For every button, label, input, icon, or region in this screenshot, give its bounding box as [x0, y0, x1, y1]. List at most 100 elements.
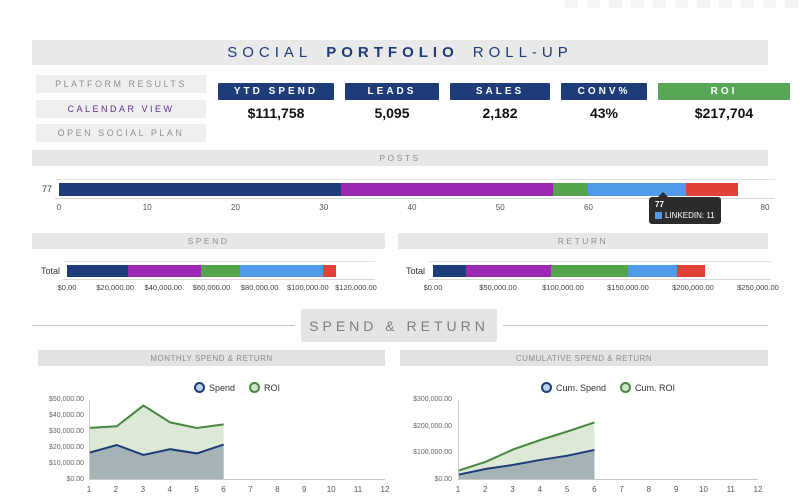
kpi-card-sales: SALES 2,182 [450, 83, 550, 121]
legend-label: Cum. Spend [555, 382, 606, 393]
cumulative-area-chart[interactable] [458, 400, 758, 480]
axis-tick-label: 3 [140, 485, 146, 494]
axis-tick-label: 11 [353, 485, 363, 494]
bar-segment-platform-red[interactable] [676, 265, 706, 277]
dashboard-title-bar: SOCIAL PORTFOLIO ROLL-UP [32, 40, 768, 65]
axis-tick-label: $0.00 [57, 283, 77, 292]
axis-tick-label: 6 [221, 485, 226, 494]
axis-tick-label: 10 [326, 485, 336, 494]
return-category-label: Total [405, 266, 425, 276]
bar-segment-platform-red[interactable] [322, 265, 337, 277]
axis-tick-label: $100,000.00 [286, 283, 329, 292]
legend-item-roi[interactable]: ROI [249, 382, 280, 393]
spend-bar [67, 265, 356, 277]
kpi-label: CONV% [561, 83, 647, 100]
axis-tick-label: 50 [495, 203, 505, 212]
spend-category-label: Total [40, 266, 60, 276]
axis-tick-label: $60,000.00 [192, 283, 231, 292]
monthly-y-axis: $0.00 $10,000.00 $20,000.00 $30,000.00 $40,0… [28, 396, 84, 483]
legend-swatch-icon [540, 382, 552, 393]
axis-tick-label: 7 [248, 485, 253, 494]
title-part-rollup: ROLL-UP [472, 44, 573, 61]
legend-swatch-icon [249, 382, 260, 393]
axis-tick-label: 2 [113, 485, 119, 494]
legend-label: ROI [264, 382, 281, 393]
monthly-x-axis: 1 2 3 4 5 6 7 8 9 10 11 12 [87, 485, 390, 495]
bar-segment-platform-green[interactable] [201, 265, 240, 277]
bar-segment-platform-navy[interactable] [59, 183, 342, 196]
kpi-value: $217,704 [694, 105, 754, 121]
divider-line [32, 325, 295, 326]
return-bar [433, 265, 758, 277]
axis-tick-label: 11 [726, 485, 735, 494]
axis-tick-label: 1 [455, 485, 461, 494]
bar-segment-platform-green[interactable] [551, 265, 628, 277]
monthly-area-chart[interactable] [89, 400, 385, 480]
cropped-content-artifact [565, 0, 800, 8]
kpi-value: 43% [589, 105, 619, 121]
legend-swatch-icon [193, 382, 205, 393]
axis-tick-label: $10,000.00 [48, 460, 84, 467]
kpi-value: $111,758 [247, 105, 305, 121]
axis-tick-label: 10 [699, 485, 708, 494]
axis-tick-label: $200,000.00 [672, 283, 714, 292]
axis-tick-label: 30 [319, 203, 329, 212]
posts-stacked-bar-chart [55, 179, 775, 199]
axis-tick-label: 5 [194, 485, 199, 494]
legend-label: Cum. ROI [635, 382, 676, 393]
bar-segment-platform-purple[interactable] [466, 265, 552, 277]
bar-segment-platform-purple[interactable] [128, 265, 202, 277]
tooltip-series-swatch [655, 212, 662, 219]
calendar-view-button[interactable]: CALENDAR VIEW [36, 100, 206, 118]
return-x-axis: $0.00 $50,000.00 $100,000.00 $150,000.00 $20… [424, 283, 779, 293]
spend-return-section-title: SPEND & RETURN [301, 309, 497, 342]
kpi-label: LEADS [345, 83, 439, 100]
bar-segment-platform-purple[interactable] [341, 183, 554, 196]
bar-segment-LINKEDIN[interactable] [588, 183, 686, 196]
axis-tick-label: $50,000.00 [479, 283, 517, 292]
axis-tick-label: 7 [619, 485, 624, 494]
chart-tooltip: 77 LINKEDIN: 11 [649, 192, 721, 224]
axis-tick-label: 40 [407, 203, 417, 212]
return-stacked-bar-chart [429, 261, 771, 280]
legend-label: Spend [208, 382, 235, 393]
legend-item-spend[interactable]: Spend [193, 382, 235, 393]
kpi-label: YTD SPEND [218, 83, 334, 100]
axis-tick-label: $20,000.00 [48, 444, 84, 451]
axis-tick-label: 60 [584, 203, 593, 212]
bar-segment-platform-red[interactable] [685, 183, 739, 196]
legend-item-cum-spend[interactable]: Cum. Spend [540, 382, 606, 393]
axis-tick-label: $0.00 [434, 476, 452, 483]
bar-segment-platform-lightblue[interactable] [239, 265, 323, 277]
cumulative-chart-legend: Cum. Spend Cum. ROI [478, 382, 738, 393]
axis-tick-label: 4 [167, 485, 172, 494]
cumulative-chart-header: CUMULATIVE SPEND & RETURN [400, 350, 768, 366]
axis-tick-label: $80,000.00 [240, 283, 279, 292]
bar-segment-platform-lightblue[interactable] [627, 265, 677, 277]
posts-category-label: 77 [41, 184, 52, 194]
kpi-card-ytd-spend: YTD SPEND $111,758 [218, 83, 334, 121]
bar-segment-platform-navy[interactable] [433, 265, 467, 277]
axis-tick-label: 3 [510, 485, 515, 494]
axis-tick-label: $200,000.00 [413, 422, 452, 430]
axis-tick-label: $40,000.00 [48, 412, 84, 419]
axis-tick-label: 0 [56, 203, 62, 212]
bar-segment-platform-green[interactable] [553, 183, 589, 196]
open-social-plan-button[interactable]: OPEN SOCIAL PLAN [36, 124, 206, 142]
platform-results-button[interactable]: PLATFORM RESULTS [36, 75, 206, 93]
divider-line [503, 325, 768, 326]
legend-item-cum-roi[interactable]: Cum. ROI [620, 382, 675, 393]
axis-tick-label: 12 [753, 485, 763, 494]
kpi-label: ROI [658, 83, 790, 100]
kpi-value: 2,182 [482, 105, 518, 121]
monthly-chart-header: MONTHLY SPEND & RETURN [38, 350, 385, 366]
axis-tick-label: 6 [592, 485, 597, 494]
axis-tick-label: 8 [646, 485, 652, 494]
axis-tick-label: $30,000.00 [48, 428, 84, 435]
axis-tick-label: $20,000.00 [96, 283, 134, 292]
bar-segment-platform-navy[interactable] [67, 265, 129, 277]
return-section-header: RETURN [398, 233, 768, 249]
axis-tick-label: 2 [483, 485, 488, 494]
axis-tick-label: $300,000.00 [413, 396, 452, 403]
axis-tick-label: 5 [564, 485, 570, 494]
